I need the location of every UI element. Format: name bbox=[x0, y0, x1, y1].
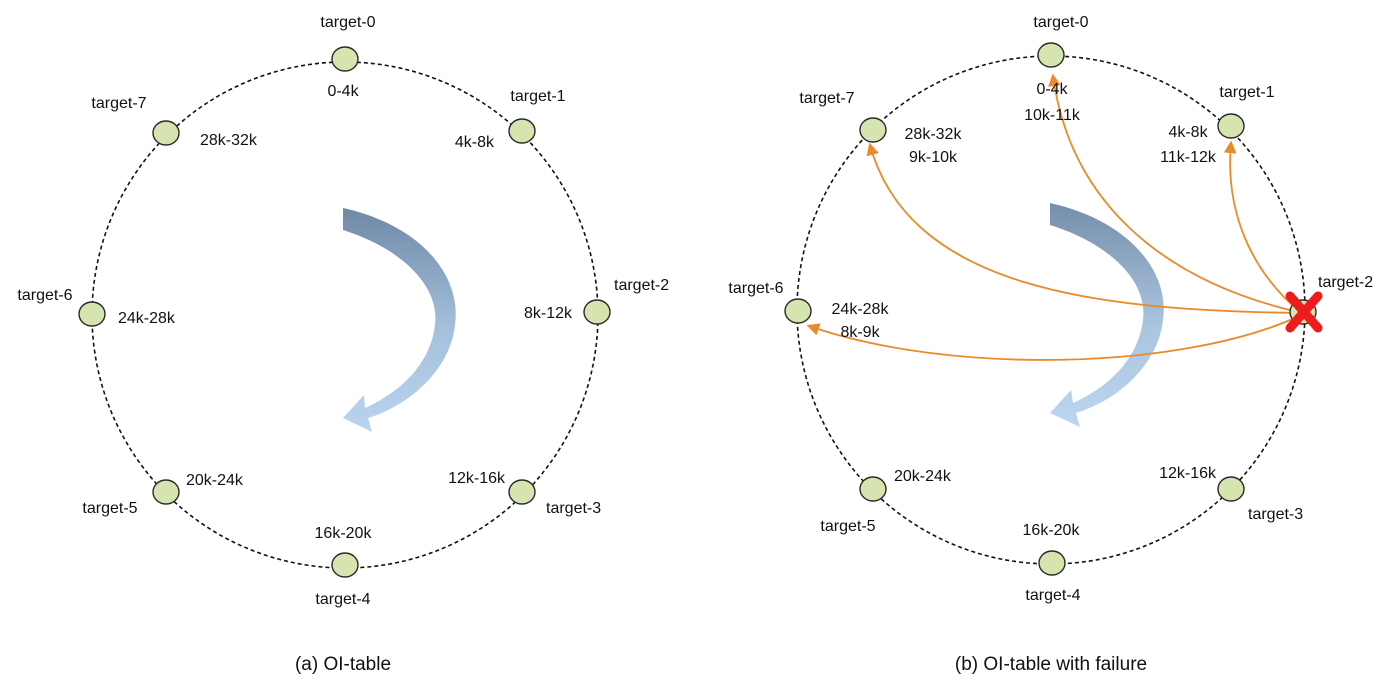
node-name: target-6 bbox=[728, 280, 783, 297]
node-range: 9k-10k bbox=[909, 149, 958, 166]
node-marker bbox=[583, 299, 611, 325]
node-marker bbox=[152, 479, 180, 505]
link-to-target-6 bbox=[806, 316, 1298, 361]
node-name: target-2 bbox=[1318, 274, 1373, 291]
node-marker bbox=[784, 298, 812, 324]
node-name: target-5 bbox=[82, 500, 137, 517]
node-marker bbox=[1038, 550, 1066, 576]
node-range: 28k-32k bbox=[200, 132, 258, 149]
redistribution-links bbox=[806, 73, 1301, 361]
node-target-1: target-1 4k-8k bbox=[455, 88, 566, 151]
clockwise-arrow-icon bbox=[343, 208, 456, 432]
node-name: target-0 bbox=[1033, 14, 1088, 31]
panel-caption: (b) OI-table with failure bbox=[955, 654, 1147, 675]
node-target-6: target-6 24k-28k bbox=[17, 287, 175, 327]
link-to-target-0 bbox=[1048, 73, 1299, 313]
node-target-3: target-3 12k-16k bbox=[1159, 465, 1303, 523]
node-range: 0-4k bbox=[1036, 81, 1068, 98]
node-marker bbox=[1217, 476, 1245, 502]
node-range: 24k-28k bbox=[118, 310, 176, 327]
node-name: target-3 bbox=[1248, 506, 1303, 523]
node-name: target-1 bbox=[510, 88, 565, 105]
node-marker bbox=[331, 552, 359, 578]
node-range: 20k-24k bbox=[894, 468, 952, 485]
node-range: 16k-20k bbox=[1023, 522, 1081, 539]
panel-caption: (a) OI-table bbox=[295, 654, 391, 675]
node-range: 10k-11k bbox=[1024, 107, 1081, 124]
node-marker bbox=[508, 479, 536, 505]
node-range: 28k-32k bbox=[905, 126, 963, 143]
node-marker bbox=[508, 118, 536, 144]
node-name: target-4 bbox=[1025, 587, 1080, 604]
node-range: 4k-8k bbox=[455, 134, 495, 151]
node-range: 12k-16k bbox=[1159, 465, 1217, 482]
node-name: target-0 bbox=[320, 14, 375, 31]
node-target-0: target-0 0-4k bbox=[320, 14, 375, 100]
node-range: 8k-12k bbox=[524, 305, 573, 322]
node-target-7: target-7 28k-32k 9k-10k bbox=[799, 90, 962, 166]
node-target-6: target-6 24k-28k 8k-9k bbox=[728, 280, 889, 341]
link-to-target-7 bbox=[866, 142, 1298, 314]
node-target-5: target-5 20k-24k bbox=[82, 472, 243, 517]
node-marker bbox=[331, 46, 359, 72]
node-target-2: target-2 bbox=[1285, 274, 1373, 333]
node-range: 11k-12k bbox=[1160, 149, 1217, 166]
node-range: 0-4k bbox=[327, 83, 359, 100]
node-name: target-6 bbox=[17, 287, 72, 304]
node-target-4: target-4 16k-20k bbox=[315, 525, 373, 608]
node-name: target-1 bbox=[1219, 84, 1274, 101]
node-marker bbox=[78, 301, 106, 327]
failure-x-icon bbox=[1285, 291, 1323, 333]
node-target-0: target-0 0-4k 10k-11k bbox=[1024, 14, 1089, 124]
node-range: 16k-20k bbox=[315, 525, 373, 542]
clockwise-arrow-icon bbox=[1050, 203, 1164, 427]
node-target-3: target-3 12k-16k bbox=[448, 470, 601, 517]
node-name: target-4 bbox=[315, 591, 370, 608]
node-marker bbox=[859, 476, 887, 502]
node-name: target-5 bbox=[820, 518, 875, 535]
link-to-target-1 bbox=[1223, 140, 1301, 313]
node-target-5: target-5 20k-24k bbox=[820, 468, 951, 535]
panel-a: target-0 0-4k target-1 4k-8k target-2 8k… bbox=[17, 14, 669, 675]
node-target-7: target-7 28k-32k bbox=[91, 95, 257, 149]
node-marker bbox=[859, 117, 887, 143]
node-target-4: target-4 16k-20k bbox=[1023, 522, 1081, 604]
node-target-1: target-1 4k-8k 11k-12k bbox=[1160, 84, 1275, 166]
node-marker bbox=[1217, 113, 1245, 139]
node-range: 24k-28k bbox=[832, 301, 890, 318]
node-marker bbox=[152, 120, 180, 146]
panel-b: target-0 0-4k 10k-11k target-1 4k-8k 11k… bbox=[728, 14, 1373, 675]
node-name: target-3 bbox=[546, 500, 601, 517]
node-name: target-7 bbox=[799, 90, 854, 107]
node-name: target-2 bbox=[614, 277, 669, 294]
node-range: 20k-24k bbox=[186, 472, 244, 489]
node-target-2: target-2 8k-12k bbox=[524, 277, 669, 325]
node-marker bbox=[1037, 42, 1065, 68]
node-range: 8k-9k bbox=[840, 324, 880, 341]
node-range: 4k-8k bbox=[1168, 124, 1208, 141]
node-range: 12k-16k bbox=[448, 470, 506, 487]
node-name: target-7 bbox=[91, 95, 146, 112]
